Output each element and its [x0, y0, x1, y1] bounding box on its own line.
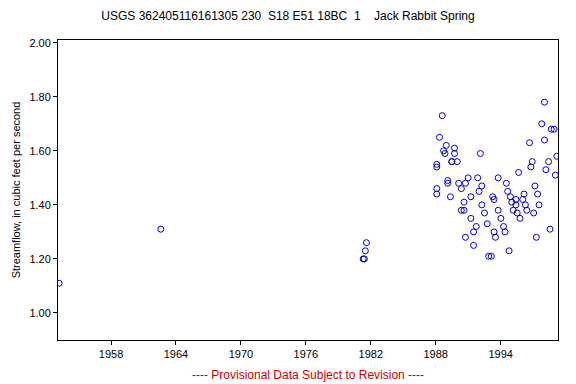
svg-text:---- Provisional Data Subject: ---- Provisional Data Subject to Revisio…: [192, 368, 424, 382]
svg-text:1.60: 1.60: [29, 145, 50, 157]
svg-text:1994: 1994: [488, 348, 512, 360]
svg-text:1.00: 1.00: [29, 307, 50, 319]
svg-text:1958: 1958: [99, 348, 123, 360]
svg-text:1964: 1964: [164, 348, 188, 360]
svg-text:1.80: 1.80: [29, 91, 50, 103]
svg-text:Streamflow, in cubic feet per: Streamflow, in cubic feet per second: [10, 102, 22, 279]
svg-text:1.40: 1.40: [29, 199, 50, 211]
svg-text:2.00: 2.00: [29, 37, 50, 49]
svg-text:1988: 1988: [423, 348, 447, 360]
svg-text:1.20: 1.20: [29, 253, 50, 265]
svg-text:1970: 1970: [229, 348, 253, 360]
svg-text:1982: 1982: [359, 348, 383, 360]
svg-text:1976: 1976: [294, 348, 318, 360]
svg-text:USGS 362405116161305 230 S18: USGS 362405116161305 230 S18 E51 18BC 1 …: [101, 9, 474, 23]
